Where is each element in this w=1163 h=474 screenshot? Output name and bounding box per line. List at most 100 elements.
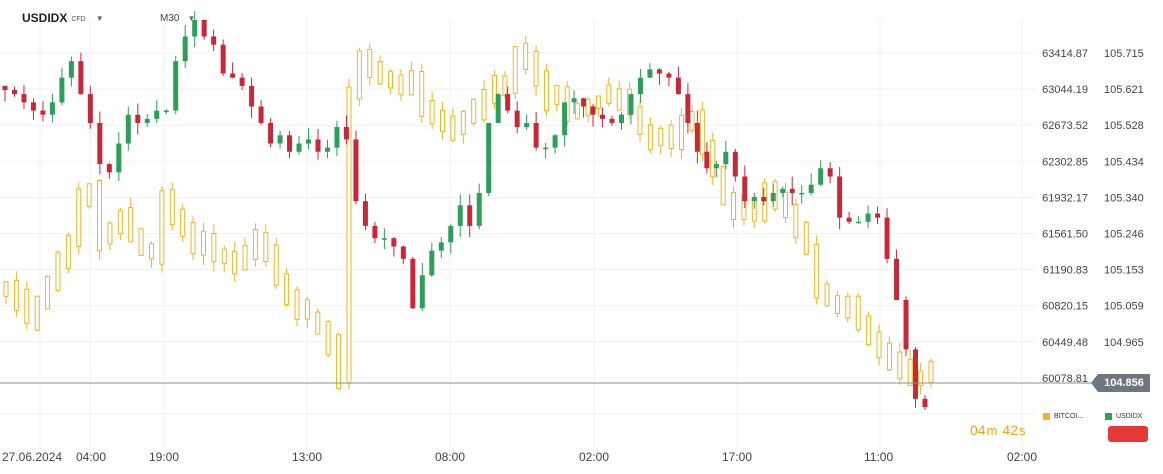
usdidx-candle-body	[163, 110, 169, 113]
bitcoin-candle-body	[408, 69, 414, 96]
bitcoin-candle-body	[658, 127, 664, 146]
bitcoin-candle-body	[720, 166, 726, 206]
right-axis-tick-label: 104.965	[1104, 337, 1144, 349]
bitcoin-candle-body	[252, 229, 258, 260]
bitcoin-candle-body	[554, 85, 560, 105]
bitcoin-candle-body	[221, 248, 227, 265]
left-axis-tick-label: 60449.48	[1042, 337, 1088, 349]
usdidx-candle-body	[410, 258, 416, 309]
bitcoin-candle-body	[232, 250, 238, 275]
left-axis-ticks: 63414.87 63044.19 62673.52 62302.85 61932.17…	[1042, 48, 1088, 385]
bitcoin-candle-body	[647, 124, 653, 151]
right-axis-tick-label: 105.340	[1104, 192, 1144, 204]
bitcoin-candle-body	[180, 208, 186, 237]
usdidx-candle-body	[514, 110, 520, 128]
right-axis-tick-label: 105.059	[1104, 301, 1144, 313]
bitcoin-candle-body	[169, 188, 175, 225]
bitcoin-candle-body	[471, 98, 477, 124]
time-axis-ticks: 27.06.2024 04:00 19:00 13:00 08:00 02:00 17:00…	[2, 450, 1037, 464]
countdown-minutes-unit: m	[986, 423, 998, 438]
usdidx-candle-body	[647, 69, 653, 78]
bitcoin-candle-body	[263, 232, 269, 263]
bitcoin-candle-body	[128, 207, 134, 243]
bitcoin-candle-body	[273, 244, 279, 286]
usdidx-candle-body	[495, 94, 501, 123]
usdidx-candle-body	[334, 127, 340, 148]
bitcoin-candle-body	[710, 139, 716, 178]
usdidx-candle-body	[287, 135, 293, 152]
bitcoin-candle-body	[429, 100, 435, 125]
bitcoin-candle-body	[325, 320, 331, 356]
usdidx-candle-body	[173, 61, 179, 111]
bitcoin-candle-body	[907, 358, 913, 386]
bitcoin-candle-body	[284, 273, 290, 306]
usdidx-candle-body	[562, 102, 568, 136]
bitcoin-candle-body	[918, 370, 924, 386]
sell-button[interactable]	[1108, 426, 1148, 442]
bitcoin-candle-body	[294, 289, 300, 321]
usdidx-candle-body	[770, 192, 776, 202]
usdidx-candle-body	[49, 102, 55, 115]
usdidx-candle-body	[87, 94, 93, 123]
bitcoin-candle-body	[762, 182, 768, 222]
bitcoin-candle-body	[803, 221, 809, 255]
right-axis-tick-label: 105.528	[1104, 120, 1144, 132]
usdidx-candle-body	[704, 151, 710, 169]
bitcoin-candle-body	[512, 46, 518, 94]
usdidx-candle-body	[581, 98, 587, 107]
bitcoin-candle-body	[834, 295, 840, 314]
time-axis-tick-label: 27.06.2024	[2, 450, 62, 464]
last-price-badge: 104.856	[1091, 374, 1150, 392]
bitcoin-overlay-series	[3, 35, 934, 395]
right-axis-tick-label: 105.621	[1104, 84, 1144, 96]
countdown-seconds-unit: s	[1019, 423, 1026, 438]
bitcoin-candle-body	[315, 311, 321, 335]
legend-usdidx[interactable]: USDIDX	[1105, 413, 1142, 420]
usdidx-candle-body	[448, 225, 454, 243]
usdidx-candle-body	[884, 217, 890, 259]
symbol-dropdown-icon[interactable]: ▼	[95, 13, 104, 23]
usdidx-candle-body	[68, 61, 74, 78]
bitcoin-candle-body	[523, 42, 529, 70]
bitcoin-candle-body	[107, 222, 113, 245]
timeframe-dropdown-icon[interactable]: ▼	[187, 13, 196, 23]
right-axis-ticks: 105.715 105.621 105.528 105.434 105.340 105.2…	[1104, 48, 1144, 385]
usdidx-candle-body	[277, 135, 283, 144]
time-axis-tick-label: 11:00	[864, 450, 893, 464]
usdidx-candle-body	[808, 184, 814, 193]
bitcoin-candle-body	[419, 70, 425, 117]
bitcoin-candle-body	[606, 84, 612, 104]
bitcoin-candle-body	[855, 295, 861, 331]
usdidx-candle-body	[239, 77, 245, 86]
timeframe-selector[interactable]: M30 ▼	[160, 8, 195, 28]
left-axis-tick-label: 62673.52	[1042, 120, 1088, 132]
bitcoin-candle-body	[304, 299, 310, 320]
bitcoin-candle-body	[65, 234, 71, 269]
usdidx-candle-body	[713, 164, 719, 169]
bitcoin-candle-body	[211, 232, 217, 263]
bitcoin-candle-body	[149, 243, 155, 260]
usdidx-candle-body	[362, 201, 368, 226]
bitcoin-candle-body	[679, 114, 685, 151]
bitcoin-candle-body	[866, 315, 872, 346]
symbol-name[interactable]: USDIDX	[22, 11, 68, 25]
bitcoin-candle-body	[731, 191, 737, 220]
bitcoin-candle-body	[356, 50, 362, 100]
usdidx-candle-body	[552, 135, 558, 148]
usdidx-candle-body	[789, 188, 795, 193]
usdidx-candle-body	[818, 168, 824, 185]
usdidx-candle-body	[135, 114, 141, 123]
legend-bitcoin[interactable]: BITCOI...	[1043, 413, 1083, 420]
usdidx-candle-body	[59, 77, 65, 103]
usdidx-candle-body	[391, 238, 397, 247]
left-axis-tick-label: 63044.19	[1042, 84, 1088, 96]
usdidx-candle-body	[144, 118, 150, 123]
bitcoin-candle-body	[34, 295, 40, 331]
usdidx-candle-body	[742, 176, 748, 202]
usdidx-candle-body	[637, 77, 643, 95]
usdidx-candle-body	[780, 188, 786, 193]
usdidx-candle-body	[476, 192, 482, 226]
usdidx-candle-body	[40, 110, 46, 115]
bitcoin-candle-body	[3, 281, 9, 297]
